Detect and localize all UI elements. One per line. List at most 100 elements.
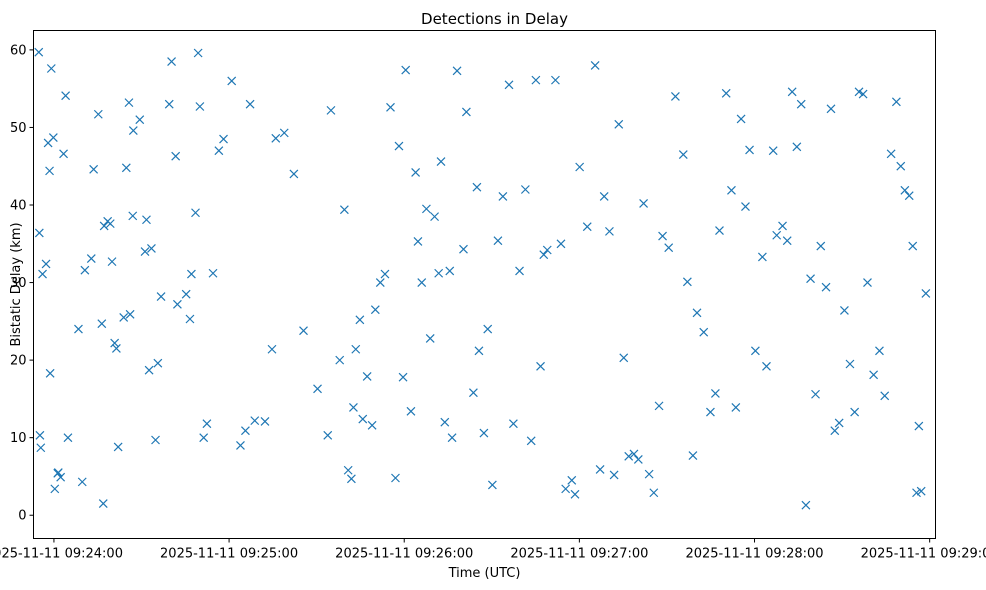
data-point <box>472 182 482 192</box>
y-axis: 0 10 20 30 40 50 60 <box>10 43 34 524</box>
data-point <box>34 228 44 238</box>
data-point <box>468 388 478 398</box>
data-point <box>375 278 385 287</box>
data-point <box>185 314 195 324</box>
data-point <box>241 426 250 436</box>
data-point <box>605 226 614 236</box>
data-point <box>727 185 736 195</box>
data-point <box>721 88 731 98</box>
y-axis-title: Bistatic Delay (km) <box>9 222 24 346</box>
data-point <box>498 192 508 201</box>
data-point <box>619 353 629 363</box>
data-point <box>107 257 117 267</box>
data-point <box>582 222 592 232</box>
data-point <box>839 306 849 315</box>
data-point <box>474 346 484 356</box>
data-point <box>425 333 435 343</box>
data-point <box>699 327 709 337</box>
data-point <box>614 119 624 129</box>
data-point <box>401 65 411 75</box>
data-point <box>128 211 138 221</box>
data-point <box>706 407 715 417</box>
data-point <box>299 326 308 336</box>
data-point <box>151 435 160 445</box>
plot-frame <box>33 30 936 539</box>
data-point <box>710 389 720 398</box>
data-point <box>886 149 896 159</box>
data-point <box>346 474 356 484</box>
data-point <box>539 250 549 260</box>
data-point <box>806 274 815 284</box>
data-point <box>45 368 55 378</box>
data-point <box>526 436 536 446</box>
data-point <box>164 99 174 109</box>
data-point <box>536 361 545 371</box>
data-point <box>36 443 46 453</box>
data-point <box>267 344 277 354</box>
data-point <box>792 142 802 152</box>
chart-title: Detections in Delay <box>421 10 568 28</box>
data-point <box>821 282 831 292</box>
data-point <box>459 244 468 254</box>
y-tick-label: 30 <box>10 276 27 291</box>
data-point <box>98 499 108 509</box>
data-point <box>504 80 514 90</box>
data-point <box>89 164 99 174</box>
data-point <box>896 161 906 171</box>
data-point <box>191 208 200 218</box>
data-point <box>140 247 150 256</box>
data-point <box>260 416 270 426</box>
data-point <box>417 278 427 287</box>
x-tick-label: 2025-11-11 09:29:00 <box>861 547 986 562</box>
data-point <box>323 430 333 440</box>
x-axis: 2025-11-11 09:24:00 2025-11-11 09:25:00 20… <box>0 538 986 562</box>
data-point <box>74 324 83 334</box>
y-tick-label: 20 <box>10 354 27 369</box>
data-point <box>398 372 408 382</box>
data-point <box>97 319 107 329</box>
data-point <box>121 163 131 173</box>
data-point <box>736 114 746 124</box>
data-points <box>34 47 931 510</box>
data-point <box>125 309 135 319</box>
data-point <box>556 239 566 249</box>
data-point <box>124 98 134 108</box>
data-point <box>869 370 879 380</box>
data-point <box>916 486 926 496</box>
data-point <box>801 500 811 510</box>
data-point <box>715 226 724 236</box>
data-point <box>440 417 450 427</box>
data-point <box>445 266 455 276</box>
data-point <box>245 99 255 109</box>
data-point <box>144 365 154 375</box>
data-point <box>830 426 840 436</box>
data-point <box>142 215 151 225</box>
data-point <box>750 346 760 356</box>
data-point <box>772 230 782 240</box>
x-tick-label: 2025-11-11 09:27:00 <box>510 547 648 562</box>
data-point <box>339 205 349 215</box>
data-point <box>731 403 741 412</box>
data-point <box>845 359 855 369</box>
data-point <box>551 75 560 85</box>
data-point <box>639 199 649 208</box>
data-point <box>93 109 103 119</box>
y-tick-label: 50 <box>10 121 27 136</box>
data-point <box>826 104 836 114</box>
data-point <box>644 469 654 479</box>
data-point <box>850 407 860 417</box>
data-point <box>343 465 353 475</box>
data-point <box>335 355 345 365</box>
data-point <box>816 241 826 251</box>
data-point <box>904 191 914 201</box>
data-point <box>219 134 228 144</box>
data-point <box>167 57 176 66</box>
data-point <box>171 151 181 161</box>
data-point <box>202 419 212 429</box>
data-point <box>35 430 45 440</box>
data-point <box>654 401 664 411</box>
data-point <box>48 133 58 142</box>
data-point <box>567 475 577 485</box>
data-point <box>570 489 580 499</box>
